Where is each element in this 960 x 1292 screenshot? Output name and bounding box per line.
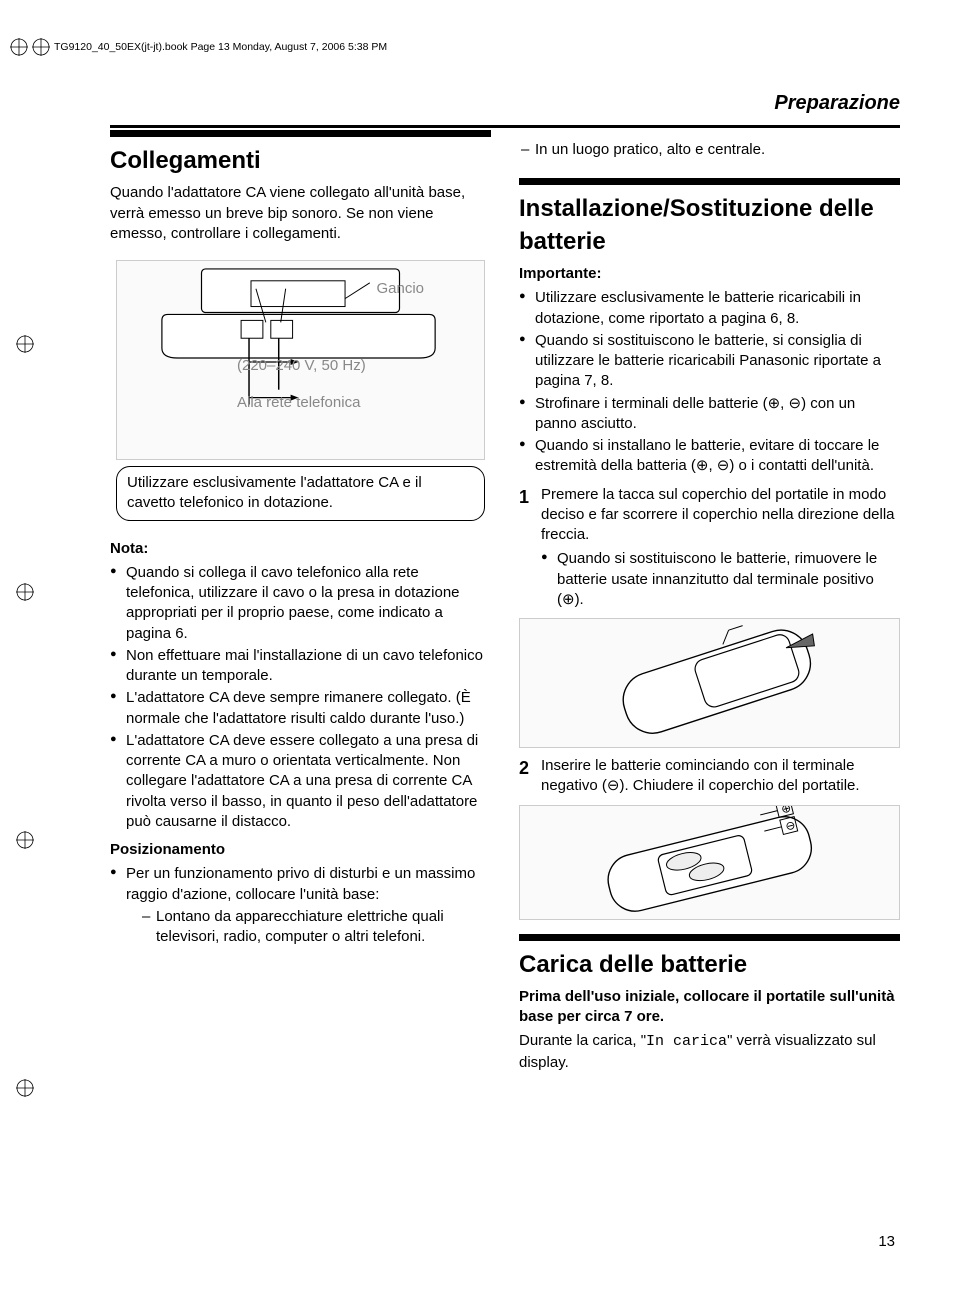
nota-item: L'adattatore CA deve sempre rimanere col… xyxy=(110,688,491,729)
battery-insert-diagram: ⊕ ⊖ xyxy=(519,805,900,920)
imp-item: Strofinare i terminali delle batterie (⊕… xyxy=(519,394,900,435)
nota-item: Non effettuare mai l'installazione di un… xyxy=(110,646,491,687)
step2-text: Inserire le batterie cominciando con il … xyxy=(541,757,860,794)
imp-item: Utilizzare esclusivamente le batterie ri… xyxy=(519,288,900,329)
crop-icon xyxy=(16,335,34,353)
posiz-item: Per un funzionamento privo di disturbi e… xyxy=(110,864,491,947)
step-number: 1 xyxy=(519,485,541,611)
step-1: 1 Premere la tacca sul coperchio del por… xyxy=(519,485,900,611)
imp-item: Quando si sostituiscono le batterie, si … xyxy=(519,331,900,392)
label-volt: (220–240 V, 50 Hz) xyxy=(237,356,366,376)
vertical-crop-marks xyxy=(10,0,40,1292)
importante-list: Utilizzare esclusivamente le batterie ri… xyxy=(519,288,900,476)
charge-mono: In carica xyxy=(646,1033,727,1050)
section-rule xyxy=(110,125,900,128)
crop-icon xyxy=(16,1079,34,1097)
right-column: In un luogo pratico, alto e centrale. In… xyxy=(519,130,900,1077)
heading-bar xyxy=(519,178,900,185)
crop-icon xyxy=(16,831,34,849)
importante-label: Importante: xyxy=(519,264,900,284)
collegamenti-title: Collegamenti xyxy=(110,145,491,177)
nota-item: L'adattatore CA deve essere collegato a … xyxy=(110,731,491,832)
collegamenti-intro: Quando l'adattatore CA viene collegato a… xyxy=(110,183,491,244)
heading-bar xyxy=(110,130,491,137)
nota-item: Quando si collega il cavo telefonico all… xyxy=(110,563,491,644)
nota-list: Quando si collega il cavo telefonico all… xyxy=(110,563,491,832)
step1-sub: Quando si sostituiscono le batterie, rim… xyxy=(541,549,900,610)
handset-cover-diagram xyxy=(519,618,900,748)
posiz-text: Per un funzionamento privo di disturbi e… xyxy=(126,865,475,902)
step1-text: Premere la tacca sul coperchio del porta… xyxy=(541,486,895,544)
cropline-text: TG9120_40_50EX(jt-jt).book Page 13 Monda… xyxy=(54,40,387,54)
charge-t1: Durante la carica, " xyxy=(519,1032,646,1049)
diagram-callout: Utilizzare esclusivamente l'adattatore C… xyxy=(116,466,485,521)
carica-title: Carica delle batterie xyxy=(519,949,900,981)
left-column: Collegamenti Quando l'adattatore CA vien… xyxy=(110,130,491,1077)
step-2: 2 Inserire le batterie cominciando con i… xyxy=(519,756,900,797)
posiz-dash: Lontano da apparecchiature elettriche qu… xyxy=(142,907,491,948)
heading-bar xyxy=(519,934,900,941)
posizionamento-label: Posizionamento xyxy=(110,840,491,860)
section-header: Preparazione xyxy=(110,90,900,117)
installazione-title: Installazione/Sostituzione delle batteri… xyxy=(519,193,900,258)
top-dash-item: In un luogo pratico, alto e centrale. xyxy=(521,140,900,160)
crop-icon xyxy=(16,583,34,601)
charge-bold: Prima dell'uso iniziale, collocare il po… xyxy=(519,987,900,1028)
label-rete: Alla rete telefonica xyxy=(237,393,360,413)
base-diagram: Gancio (220–240 V, 50 Hz) Alla rete tele… xyxy=(110,254,491,527)
charge-text: Durante la carica, "In carica" verrà vis… xyxy=(519,1031,900,1073)
label-gancio: Gancio xyxy=(376,279,424,299)
step-number: 2 xyxy=(519,756,541,797)
posiz-list: Per un funzionamento privo di disturbi e… xyxy=(110,864,491,947)
imp-item: Quando si installano le batterie, evitar… xyxy=(519,436,900,477)
crop-mark-header: TG9120_40_50EX(jt-jt).book Page 13 Monda… xyxy=(10,38,387,56)
page-number: 13 xyxy=(878,1232,895,1252)
nota-label: Nota: xyxy=(110,539,491,559)
